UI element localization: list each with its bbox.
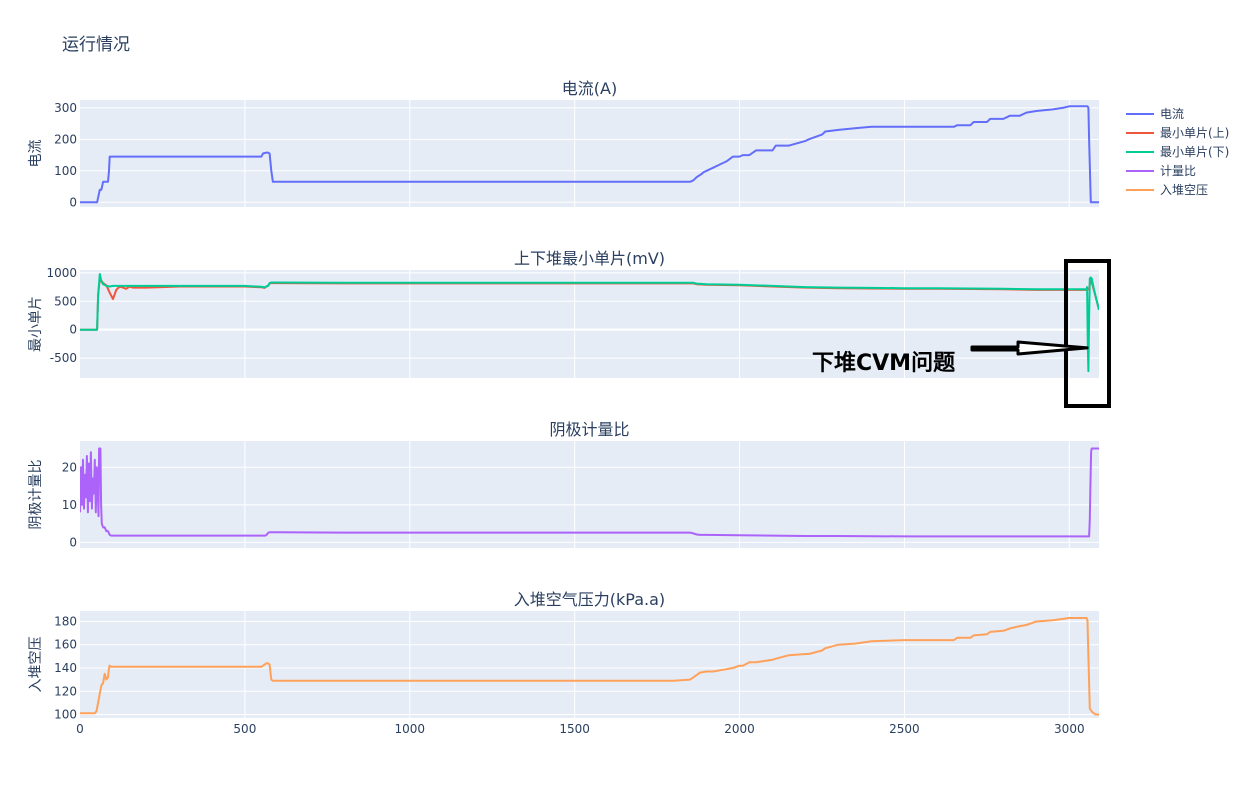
subplot-1: 0 100 200 300 电流(A) 电流 <box>28 79 1099 209</box>
y-tick-label: 0 <box>69 323 77 337</box>
y-axis-label: 入堆空压 <box>28 637 44 693</box>
subplot-title: 入堆空气压力(kPa.a) <box>514 590 665 609</box>
series-line <box>80 273 1099 373</box>
y-tick-label: 100 <box>54 708 77 722</box>
y-tick-label: 300 <box>54 101 77 115</box>
y-tick-label: 140 <box>54 661 77 675</box>
legend-label[interactable]: 最小单片(上) <box>1160 126 1229 140</box>
x-tick-label: 2000 <box>724 722 755 736</box>
y-tick-label: 1000 <box>46 266 77 280</box>
annotation-text: 下堆CVM问题 <box>812 351 956 376</box>
annotation-group: 下堆CVM问题 <box>812 259 1111 408</box>
y-tick-label: 100 <box>54 164 77 178</box>
y-tick-label: -500 <box>50 351 77 365</box>
subplot-4: 100 120 140 160 180 0 500 1000 1500 2000 2500 3000 入… <box>28 590 1099 736</box>
series-line <box>80 447 1099 538</box>
y-tick-label: 160 <box>54 638 77 652</box>
subplot-title: 上下堆最小单片(mV) <box>514 249 665 268</box>
y-tick-label: 0 <box>69 535 77 549</box>
highlight-box <box>1064 259 1111 408</box>
y-tick-label: 20 <box>62 460 77 474</box>
annotation-arrow <box>970 340 1089 356</box>
legend-label[interactable]: 最小单片(下) <box>1160 145 1229 159</box>
subplot-title: 阴极计量比 <box>549 420 629 439</box>
x-tick-label: 1500 <box>559 722 590 736</box>
plot-background <box>80 100 1099 207</box>
y-tick-label: 500 <box>54 294 77 308</box>
y-tick-label: 10 <box>62 498 77 512</box>
series-line <box>80 617 1099 716</box>
y-tick-label: 200 <box>54 132 77 146</box>
y-axis-label: 电流 <box>28 140 44 168</box>
y-tick-label: 0 <box>69 195 77 209</box>
y-axis-label: 阴极计量比 <box>28 460 44 530</box>
x-tick-label: 3000 <box>1054 722 1085 736</box>
legend-label[interactable]: 入堆空压 <box>1160 183 1208 197</box>
y-axis-label: 最小单片 <box>28 296 44 352</box>
y-tick-label: 120 <box>54 684 77 698</box>
subplot-panels: 0100200300电流(A)电流-50005001000上下堆最小单片(mV)… <box>28 79 1099 736</box>
subplot-2: -500 0 500 1000 上下堆最小单片(mV) 最小单片 <box>28 249 1099 378</box>
series-line <box>80 105 1099 204</box>
x-tick-label: 2500 <box>889 722 920 736</box>
legend-label[interactable]: 计量比 <box>1160 164 1196 178</box>
subplot-title: 电流(A) <box>562 79 617 98</box>
plot-background <box>80 441 1099 548</box>
x-tick-label: 0 <box>76 722 84 736</box>
y-tick-label: 180 <box>54 614 77 628</box>
x-tick-label: 500 <box>233 722 256 736</box>
chart-title: 运行情况 <box>62 35 130 55</box>
plot-background <box>80 611 1099 718</box>
x-tick-label: 1000 <box>395 722 426 736</box>
legend-label[interactable]: 电流 <box>1160 107 1184 121</box>
